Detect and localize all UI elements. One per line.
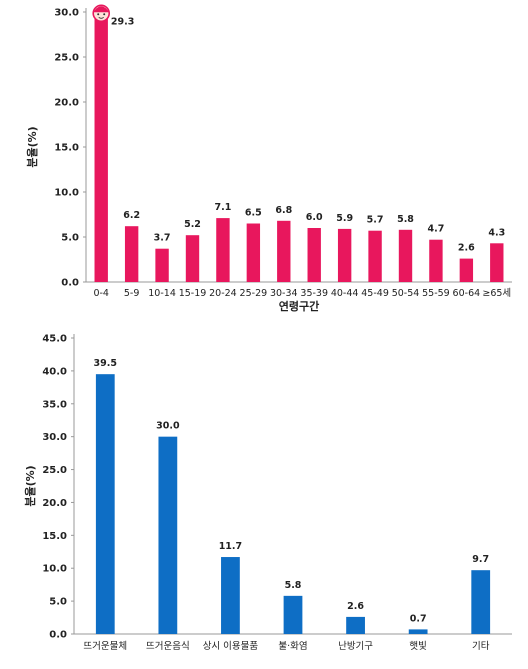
y-tick-label: 15.0 — [42, 531, 67, 542]
cause-chart: 0.0 5.0 10.0 15.0 20.0 25.0 30.0 35.0 40.0 45.0 39… — [24, 334, 512, 652]
bar-25-29 — [246, 223, 261, 282]
bar-35-39 — [307, 228, 321, 282]
age-chart: 0.0 5.0 10.0 15.0 20.0 25.0 30.0 29.3 0-4 6.2 5-9 3… — [26, 4, 512, 313]
data-label: 4.3 — [488, 227, 505, 238]
x-tick-label: 기타 — [472, 641, 490, 652]
bar-뜨거운물체 — [95, 374, 115, 634]
x-tick-label: 불·화염 — [278, 641, 307, 652]
data-label: 6.5 — [245, 208, 262, 219]
data-label: 5.9 — [336, 213, 353, 224]
data-label: 5.8 — [397, 214, 414, 225]
x-tick-label: 45-49 — [361, 288, 389, 299]
y-axis-title: 분율(%) — [26, 126, 39, 167]
x-tick-label: 30-34 — [270, 288, 298, 299]
y-axis-title: 분율(%) — [24, 465, 37, 506]
bar-햇빛 — [408, 629, 428, 634]
baby-face-icon — [92, 4, 111, 23]
data-label: 5.7 — [367, 215, 384, 226]
x-tick-label: 햇빛 — [409, 640, 427, 652]
x-tick-label: 뜨거운음식 — [146, 641, 190, 652]
y-tick-label: 5.0 — [61, 233, 79, 244]
data-label: 39.5 — [94, 358, 117, 369]
bar-≥65세 — [490, 243, 504, 282]
bar-난방기구 — [346, 616, 365, 634]
x-tick-label: 25-29 — [240, 288, 268, 299]
data-label: 4.7 — [428, 224, 445, 235]
bar-40-44 — [337, 228, 352, 282]
y-tick-label: 30.0 — [42, 432, 67, 443]
data-label: 11.7 — [219, 541, 242, 552]
x-axis-title: 연령구간 — [279, 299, 319, 313]
x-tick-label: 40-44 — [331, 288, 359, 299]
y-tick-label: 30.0 — [54, 8, 79, 19]
bar-5-9 — [124, 226, 139, 282]
data-label: 6.2 — [123, 210, 140, 221]
data-label: 7.1 — [215, 202, 232, 213]
bar-55-59 — [429, 239, 443, 282]
x-tick-label: 60-64 — [453, 288, 481, 299]
data-label: 0.7 — [410, 613, 427, 624]
x-tick-label: 0-4 — [93, 288, 109, 299]
y-tick-label: 20.0 — [42, 498, 67, 509]
data-label: 9.7 — [472, 554, 489, 565]
data-label: 3.7 — [154, 233, 171, 244]
x-tick-label: 상시 이용물품 — [203, 641, 259, 652]
y-tick-label: 5.0 — [49, 597, 67, 608]
bar-불·화염 — [283, 595, 303, 634]
y-tick-label: 35.0 — [42, 399, 67, 410]
bar-60-64 — [459, 258, 474, 282]
bar-기타 — [471, 570, 491, 634]
y-tick-label: 40.0 — [42, 366, 67, 377]
data-label: 6.0 — [306, 212, 323, 223]
x-tick-label: 50-54 — [392, 288, 420, 299]
x-tick-label: 뜨거운물체 — [83, 641, 127, 652]
y-tick-label: 20.0 — [54, 98, 79, 109]
y-tick-label: 0.0 — [61, 278, 79, 289]
x-tick-label: 55-59 — [422, 288, 450, 299]
x-tick-label: 35-39 — [300, 288, 328, 299]
x-tick-label: 난방기구 — [338, 641, 373, 652]
y-tick-label: 0.0 — [49, 630, 67, 641]
y-tick-label: 25.0 — [54, 53, 79, 64]
bar-10-14 — [155, 248, 169, 282]
y-tick-label: 45.0 — [42, 334, 67, 345]
y-tick-label: 10.0 — [54, 188, 79, 199]
data-label: 29.3 — [111, 16, 134, 27]
bar-50-54 — [398, 229, 413, 282]
x-tick-label: ≥65세 — [482, 288, 511, 299]
bar-0-4 — [94, 18, 108, 283]
y-tick-label: 10.0 — [42, 564, 67, 575]
bar-45-49 — [368, 230, 382, 282]
x-tick-label: 5-9 — [124, 288, 140, 299]
y-tick-label: 15.0 — [54, 143, 79, 154]
bar-뜨거운음식 — [158, 436, 178, 634]
bar-30-34 — [277, 220, 291, 282]
data-label: 6.8 — [275, 205, 292, 216]
x-tick-label: 15-19 — [179, 288, 207, 299]
data-label: 5.8 — [285, 580, 302, 591]
bar-15-19 — [185, 235, 200, 282]
data-label: 2.6 — [458, 243, 475, 254]
data-label: 30.0 — [156, 421, 180, 432]
bar-상시 이용물품 — [221, 557, 240, 634]
bar-20-24 — [216, 218, 230, 282]
x-tick-label: 10-14 — [148, 288, 176, 299]
data-label: 5.2 — [184, 219, 201, 230]
data-label: 2.6 — [347, 601, 364, 612]
y-tick-label: 25.0 — [42, 465, 67, 476]
x-tick-label: 20-24 — [209, 288, 237, 299]
